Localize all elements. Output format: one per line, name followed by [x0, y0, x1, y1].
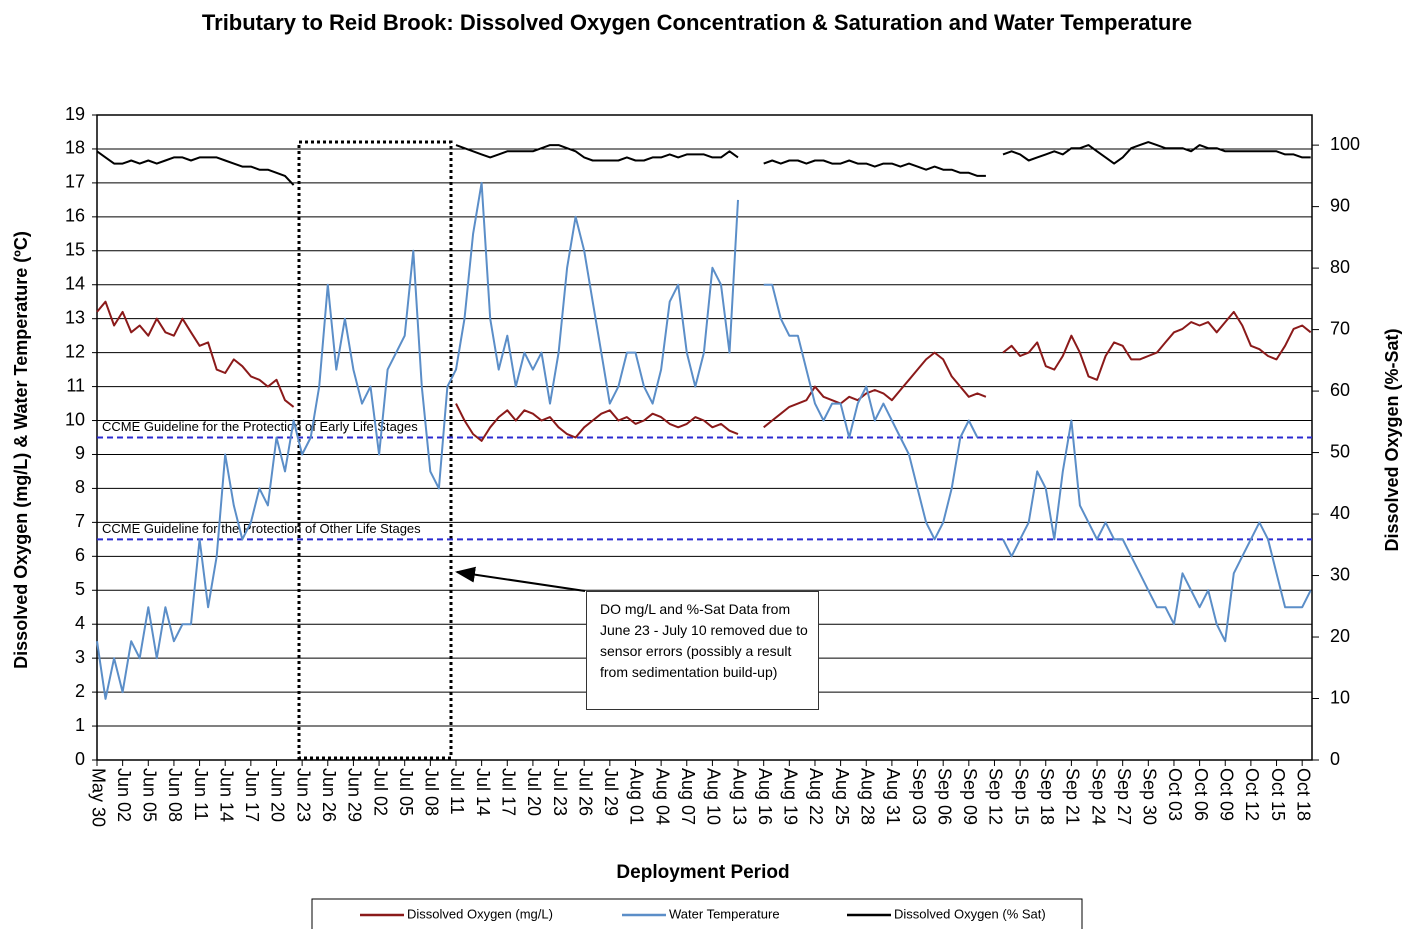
y-tick-label: 4 [75, 613, 85, 633]
x-tick-label: Aug 31 [883, 768, 903, 825]
y-tick-label: 7 [75, 511, 85, 531]
y-tick-label: 9 [75, 443, 85, 463]
x-tick-label: Sep 06 [934, 768, 954, 825]
y-tick-label: 6 [75, 545, 85, 565]
x-tick-label: Jul 11 [447, 768, 467, 815]
y-tick-label: 16 [65, 206, 85, 226]
x-tick-label: Sep 21 [1063, 768, 1083, 825]
y2-tick-label: 80 [1330, 257, 1350, 277]
x-tick-label: Oct 12 [1242, 768, 1262, 821]
x-tick-label: May 30 [88, 768, 108, 827]
y-tick-label: 18 [65, 138, 85, 158]
x-tick-label: Aug 04 [652, 768, 672, 825]
x-tick-label: Jun 14 [216, 768, 236, 822]
x-axis-label: Deployment Period [616, 862, 789, 883]
y2-axis-label: Dissolved Oxygen (%-Sat) [1382, 328, 1402, 551]
x-tick-label: Aug 22 [806, 768, 826, 825]
y-tick-label: 13 [65, 307, 85, 327]
x-tick-label: Sep 27 [1114, 768, 1134, 825]
y-tick-label: 17 [65, 172, 85, 192]
x-tick-label: Oct 18 [1293, 768, 1313, 821]
series-line [96, 181, 1312, 700]
x-tick-label: Jul 20 [524, 768, 544, 816]
y-tick-label: 10 [65, 409, 85, 429]
y-tick-label: 15 [65, 240, 85, 260]
x-tick-label: Jun 20 [268, 768, 288, 822]
x-tick-label: Aug 19 [781, 768, 801, 825]
y-tick-label: 5 [75, 579, 85, 599]
x-tick-label: Jul 14 [473, 768, 493, 816]
x-tick-label: Oct 03 [1165, 768, 1185, 821]
x-tick-label: Jun 17 [242, 768, 262, 822]
x-tick-label: Sep 09 [960, 768, 980, 825]
x-tick-label: Sep 03 [909, 768, 929, 825]
x-tick-label: Oct 09 [1216, 768, 1236, 821]
y2-tick-label: 20 [1330, 626, 1350, 646]
y-tick-label: 14 [65, 273, 85, 293]
y2-tick-label: 40 [1330, 503, 1350, 523]
x-tick-label: Sep 30 [1140, 768, 1160, 825]
y-axis-label: Dissolved Oxygen (mg/L) & Water Temperat… [11, 231, 31, 669]
series-line [96, 141, 1311, 186]
y-tick-label: 11 [66, 375, 85, 395]
y2-tick-label: 90 [1330, 195, 1350, 215]
y2-tick-label: 10 [1330, 687, 1350, 707]
y-tick-label: 1 [75, 715, 85, 735]
series-line [96, 300, 1312, 442]
y2-tick-label: 70 [1330, 318, 1350, 338]
annotation: DO mg/L and %-Sat Data from June 23 - Ju… [586, 591, 819, 710]
y-tick-label: 8 [75, 477, 85, 497]
x-tick-label: Sep 15 [1011, 768, 1031, 825]
x-tick-label: Jun 11 [191, 768, 211, 821]
x-tick-label: Sep 12 [986, 768, 1006, 825]
chart-title: Tributary to Reid Brook: Dissolved Oxyge… [201, 10, 1193, 35]
x-tick-label: Sep 24 [1088, 768, 1108, 825]
y-tick-label: 3 [75, 647, 85, 667]
x-tick-label: Jul 02 [370, 768, 390, 816]
legend-box [311, 898, 1083, 929]
x-tick-label: Jul 05 [396, 768, 416, 816]
x-tick-label: Jun 26 [319, 768, 339, 822]
x-tick-label: Jul 26 [575, 768, 595, 816]
x-tick-label: Jun 08 [165, 768, 185, 822]
x-tick-label: Jul 08 [422, 768, 442, 816]
x-tick-label: Jul 23 [550, 768, 570, 816]
x-tick-label: Jul 29 [601, 768, 621, 816]
guideline-label: CCME Guideline for the Protection of Oth… [102, 521, 421, 536]
y2-tick-label: 50 [1330, 441, 1350, 461]
x-tick-label: Oct 15 [1268, 768, 1288, 821]
x-tick-label: Jun 02 [114, 768, 134, 822]
legend-label: Dissolved Oxygen (mg/L) [407, 906, 553, 921]
x-tick-label: Aug 07 [678, 768, 698, 825]
x-tick-label: Aug 13 [729, 768, 749, 825]
legend-label: Dissolved Oxygen (% Sat) [894, 906, 1046, 921]
y-tick-label: 19 [65, 104, 85, 124]
y2-tick-label: 60 [1330, 380, 1350, 400]
y2-tick-label: 30 [1330, 564, 1350, 584]
x-tick-label: Aug 28 [858, 768, 878, 825]
x-tick-label: Sep 18 [1037, 768, 1057, 825]
y-tick-label: 2 [75, 681, 85, 701]
legend-label: Water Temperature [669, 906, 780, 921]
x-tick-label: Aug 16 [755, 768, 775, 825]
x-tick-label: Jun 29 [345, 768, 365, 822]
x-tick-label: Aug 01 [627, 768, 647, 825]
x-tick-label: Aug 10 [704, 768, 724, 825]
x-tick-label: Jun 23 [293, 768, 313, 822]
y-tick-label: 0 [75, 749, 85, 769]
x-tick-label: Jul 17 [499, 768, 519, 816]
x-tick-label: Oct 06 [1191, 768, 1211, 821]
y-tick-label: 12 [65, 341, 85, 361]
guideline-label: CCME Guideline for the Protection of Ear… [102, 419, 418, 434]
x-tick-label: Jun 05 [140, 768, 160, 822]
x-tick-label: Aug 25 [832, 768, 852, 825]
y2-tick-label: 0 [1330, 749, 1340, 769]
annotation-arrow [455, 566, 586, 592]
y2-tick-label: 100 [1330, 134, 1360, 154]
